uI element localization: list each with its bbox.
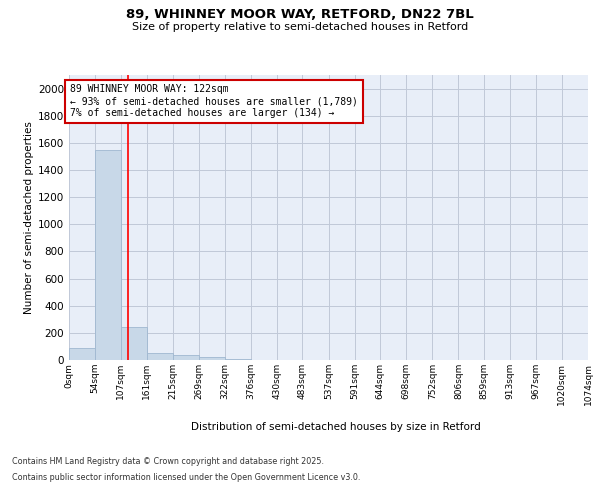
Bar — [69, 348, 95, 360]
Text: Size of property relative to semi-detached houses in Retford: Size of property relative to semi-detach… — [132, 22, 468, 32]
Text: Contains public sector information licensed under the Open Government Licence v3: Contains public sector information licen… — [12, 472, 361, 482]
Y-axis label: Number of semi-detached properties: Number of semi-detached properties — [24, 121, 34, 314]
Text: 89 WHINNEY MOOR WAY: 122sqm
← 93% of semi-detached houses are smaller (1,789)
7%: 89 WHINNEY MOOR WAY: 122sqm ← 93% of sem… — [70, 84, 358, 117]
Text: Distribution of semi-detached houses by size in Retford: Distribution of semi-detached houses by … — [191, 422, 481, 432]
Bar — [121, 328, 146, 360]
Bar — [173, 355, 199, 360]
Bar — [199, 358, 225, 360]
Text: Contains HM Land Registry data © Crown copyright and database right 2025.: Contains HM Land Registry data © Crown c… — [12, 458, 324, 466]
Bar — [95, 150, 121, 360]
Text: 89, WHINNEY MOOR WAY, RETFORD, DN22 7BL: 89, WHINNEY MOOR WAY, RETFORD, DN22 7BL — [126, 8, 474, 20]
Bar — [147, 353, 173, 360]
